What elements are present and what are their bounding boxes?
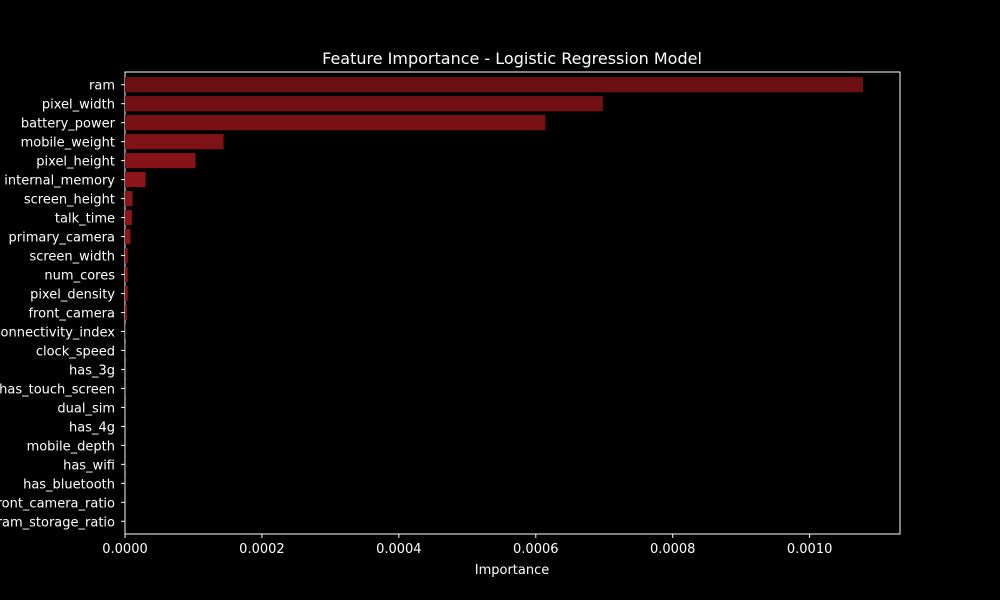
y-tick-label: clock_speed — [36, 344, 115, 359]
bar-internal-memory — [125, 172, 146, 188]
y-tick-label: ram — [89, 79, 115, 94]
y-tick-label: connectivity_index — [0, 325, 115, 340]
y-tick-label: front_camera_ratio — [0, 496, 115, 511]
y-tick-label: front_camera — [28, 306, 115, 321]
x-axis: 0.0000 0.0002 0.0004 0.0006 0.0008 0.0010 — [102, 534, 832, 557]
bar-screen-width — [125, 247, 128, 264]
bar-pixel-height — [125, 153, 196, 169]
y-tick-label: dual_sim — [57, 401, 115, 416]
chart-title: Feature Importance - Logistic Regression… — [322, 49, 702, 68]
x-axis-label: Importance — [475, 563, 550, 578]
y-tick-label: talk_time — [55, 212, 115, 227]
bar-num-cores — [125, 266, 128, 283]
bar-mobile-weight — [125, 134, 224, 150]
y-axis: ram pixel_width battery_power mobile_weight… — [0, 79, 125, 530]
x-tick-label: 0.0006 — [513, 542, 559, 557]
y-tick-label: pixel_density — [30, 288, 115, 303]
y-tick-label: mobile_depth — [27, 439, 115, 454]
x-tick-label: 0.0002 — [239, 542, 285, 557]
y-tick-label: mobile_weight — [21, 136, 115, 151]
y-tick-label: pixel_width — [42, 98, 115, 113]
bar-primary-camera — [125, 228, 131, 245]
x-tick-label: 0.0000 — [102, 542, 148, 557]
bar-ram — [125, 77, 864, 93]
bar-front-camera — [125, 304, 128, 321]
y-tick-label: pixel_height — [36, 155, 115, 170]
plot-area — [124, 71, 901, 535]
y-tick-label: ram_storage_ratio — [0, 515, 115, 530]
y-tick-label: has_touch_screen — [0, 382, 115, 397]
y-tick-label: num_cores — [44, 269, 115, 284]
bar-pixel-width — [125, 96, 603, 112]
bar-screen-height — [125, 191, 133, 207]
y-tick-label: internal_memory — [4, 174, 115, 189]
y-tick-label: has_3g — [69, 363, 115, 378]
bars-group — [125, 77, 864, 529]
bar-talk-time — [125, 209, 132, 226]
x-tick-label: 0.0004 — [376, 542, 422, 557]
y-tick-label: has_wifi — [63, 458, 115, 473]
y-tick-label: screen_height — [24, 193, 115, 208]
y-tick-label: screen_width — [29, 250, 115, 265]
bar-battery-power — [125, 115, 546, 131]
y-tick-label: has_4g — [69, 420, 115, 435]
y-tick-label: primary_camera — [9, 231, 115, 246]
x-tick-label: 0.0010 — [787, 542, 833, 557]
bar-pixel-density — [125, 285, 128, 302]
x-tick-label: 0.0008 — [650, 542, 696, 557]
y-tick-label: has_bluetooth — [23, 477, 115, 492]
y-tick-label: battery_power — [21, 117, 116, 132]
